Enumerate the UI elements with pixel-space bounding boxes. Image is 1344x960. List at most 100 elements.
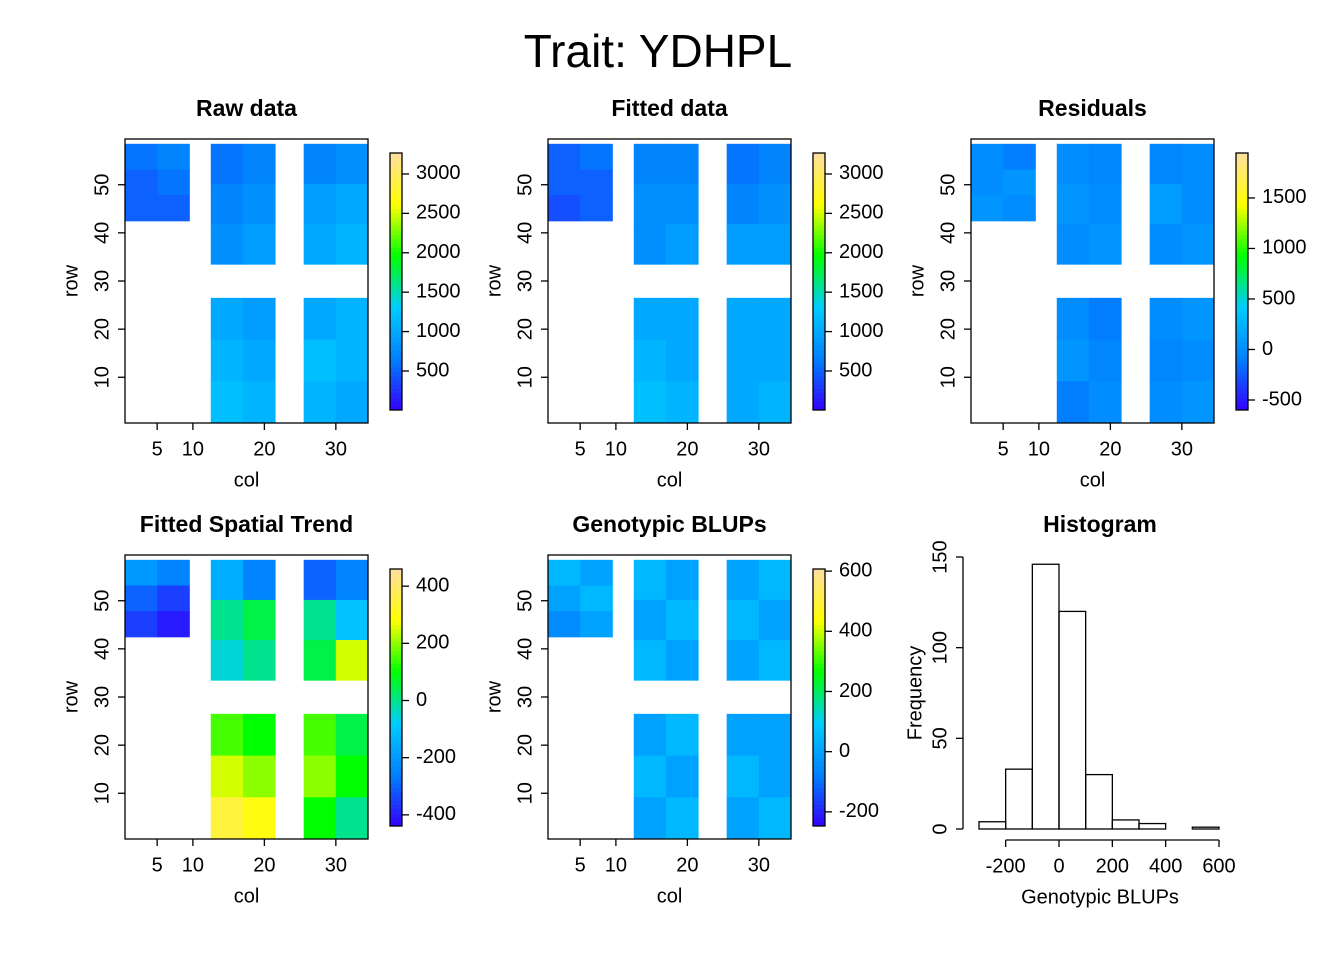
colorbar-step <box>390 598 402 604</box>
colorbar-step <box>813 375 825 381</box>
heat-cell <box>242 339 276 382</box>
y-axis-label: Frequency <box>904 646 926 741</box>
x-tick-label: 30 <box>325 438 347 460</box>
colorbar-step <box>390 384 402 390</box>
y-tick-label: 100 <box>929 631 951 664</box>
colorbar-step <box>813 663 825 669</box>
colorbar-step <box>1236 401 1248 407</box>
y-tick-label: 150 <box>929 540 951 573</box>
colorbar-step <box>390 294 402 300</box>
colorbar-tick-label: 2000 <box>839 241 884 263</box>
colorbar-step <box>813 264 825 270</box>
colorbar-frame <box>812 568 826 827</box>
colorbar-step <box>390 607 402 613</box>
heat-cell <box>1181 183 1215 225</box>
colorbar-step <box>1236 397 1248 402</box>
heat-cell <box>1056 297 1090 341</box>
heat-cell <box>1003 169 1036 196</box>
colorbar-step <box>813 590 825 596</box>
colorbar-tick-label: -200 <box>839 800 879 822</box>
heat-cell <box>1088 143 1122 185</box>
colorbar-step <box>813 337 825 342</box>
colorbar-step <box>1236 217 1248 223</box>
heat-cell <box>1181 381 1215 424</box>
heat-cell <box>1149 339 1183 382</box>
colorbar-step <box>390 731 402 737</box>
colorbar-step <box>1236 358 1248 364</box>
colorbar-step <box>813 161 825 167</box>
colorbar-step <box>390 204 402 210</box>
colorbar-step <box>390 680 402 686</box>
colorbar-step <box>813 586 825 591</box>
heat-cell <box>210 339 244 382</box>
heat-cell <box>1181 143 1215 185</box>
colorbar-step <box>813 200 825 205</box>
colorbar-step <box>390 187 402 193</box>
colorbar-step <box>390 251 402 257</box>
colorbar-step <box>1236 268 1248 274</box>
colorbar-step <box>390 242 402 248</box>
colorbar-step <box>390 710 402 716</box>
colorbar-step <box>813 667 825 673</box>
colorbar-step <box>390 371 402 377</box>
heat-cell <box>1181 224 1215 265</box>
colorbar-step <box>390 315 402 321</box>
y-axis-label: row <box>483 264 505 297</box>
heat-cell <box>1056 381 1090 424</box>
heat-cell <box>665 640 699 681</box>
heat-cell <box>665 297 699 341</box>
colorbar-step <box>390 624 402 630</box>
colorbar-step <box>1236 294 1248 300</box>
colorbar-step <box>390 748 402 754</box>
y-tick-label: 40 <box>937 222 959 244</box>
colorbar-step <box>390 225 402 231</box>
colorbar-step <box>1236 350 1248 355</box>
colorbar-step <box>813 238 825 244</box>
colorbar-step <box>813 718 825 724</box>
colorbar-step <box>390 791 402 797</box>
colorbar-step <box>1236 247 1248 253</box>
y-tick-label: 50 <box>929 727 951 749</box>
heat-cell <box>125 195 158 222</box>
colorbar-step <box>390 744 402 750</box>
x-axis-label: col <box>234 469 260 491</box>
colorbar-step <box>390 345 402 351</box>
colorbar-step <box>1236 384 1248 390</box>
colorbar-step <box>390 221 402 227</box>
heat-cell <box>335 755 369 798</box>
colorbar-frame <box>389 152 403 411</box>
colorbar-step <box>813 272 825 278</box>
x-tick-label: 200 <box>1096 855 1129 877</box>
heat-cell <box>633 640 667 681</box>
heat-cell <box>580 611 613 638</box>
heat-cell <box>1003 143 1036 170</box>
colorbar-step <box>813 358 825 364</box>
colorbar-step <box>390 633 402 639</box>
x-tick-label: 30 <box>748 438 770 460</box>
colorbar-step <box>813 808 825 814</box>
colorbar-step <box>1236 328 1248 334</box>
colorbar-step <box>390 247 402 253</box>
heat-cell <box>633 713 667 757</box>
colorbar-step <box>390 706 402 711</box>
heat-cell <box>665 183 699 225</box>
hist-bar <box>978 821 1007 830</box>
colorbar-step <box>1236 225 1248 231</box>
heat-cell <box>1149 224 1183 265</box>
y-tick-label: 10 <box>91 782 113 804</box>
heat-cell <box>633 224 667 265</box>
y-tick-label: 50 <box>514 174 536 196</box>
colorbar-step <box>813 230 825 235</box>
x-tick-label: 20 <box>676 854 698 876</box>
colorbar-step <box>813 581 825 587</box>
colorbar-step <box>1236 320 1248 325</box>
colorbar-step <box>813 371 825 377</box>
heat-cell <box>335 183 369 225</box>
heat-cell <box>548 143 581 170</box>
heat-cell <box>1056 339 1090 382</box>
heat-cell <box>758 797 792 840</box>
y-tick-label: 30 <box>514 686 536 708</box>
heat-cell <box>758 143 792 185</box>
colorbar-step <box>813 594 825 600</box>
colorbar-step <box>813 641 825 647</box>
